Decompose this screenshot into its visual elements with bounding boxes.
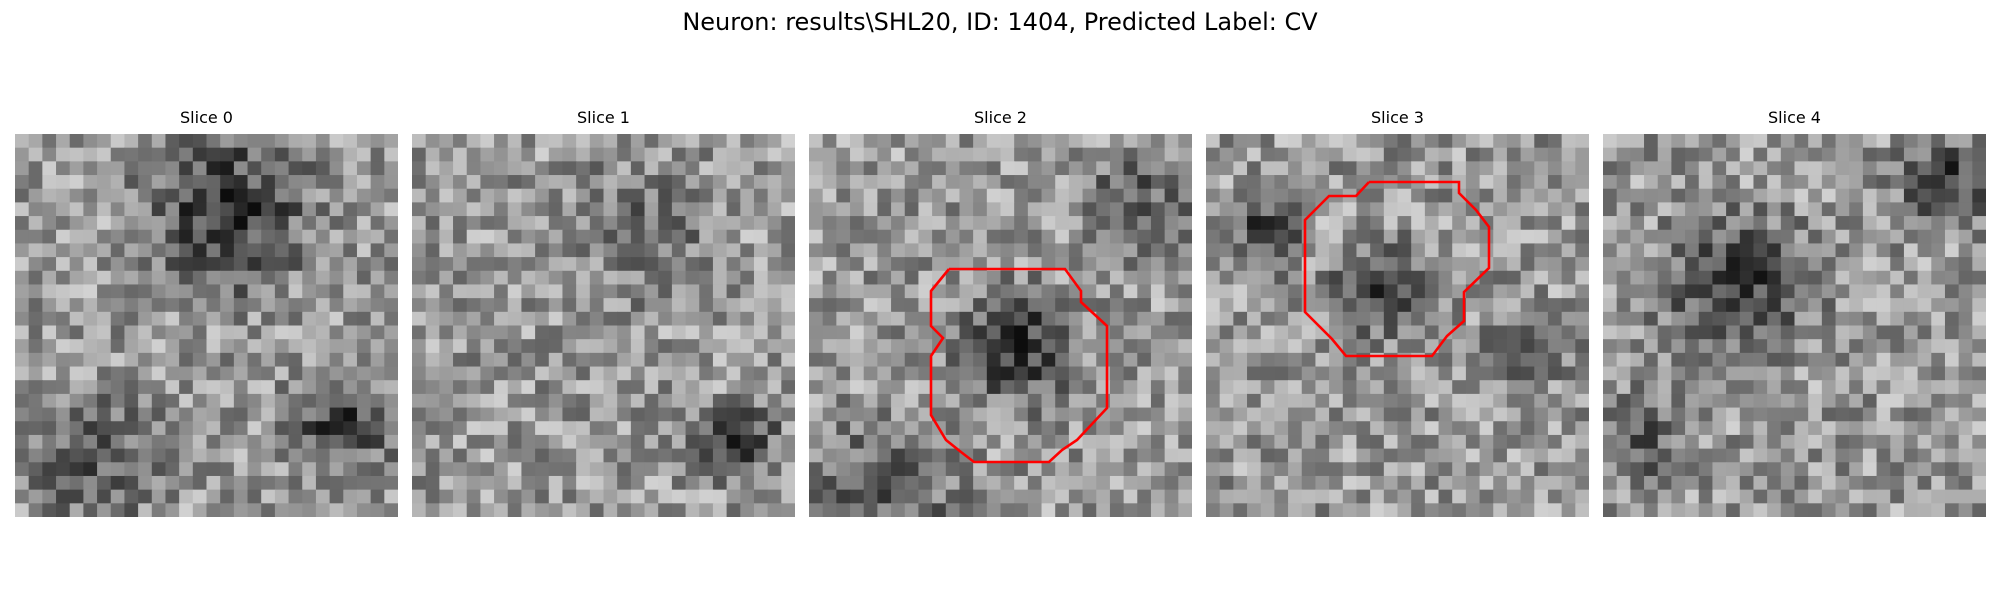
slice-panel: Slice 0 [15, 108, 398, 517]
slice-panel: Slice 2 [809, 108, 1192, 517]
slice-image [1603, 134, 1986, 517]
slice-panel: Slice 1 [412, 108, 795, 517]
slice-panel: Slice 4 [1603, 108, 1986, 517]
slice-image [809, 134, 1192, 517]
slice-title: Slice 1 [577, 108, 630, 127]
roi-contour [1303, 180, 1491, 358]
slice-image [412, 134, 795, 517]
slice-title: Slice 4 [1768, 108, 1821, 127]
slice-title: Slice 3 [1371, 108, 1424, 127]
slice-title: Slice 2 [974, 108, 1027, 127]
slice-title: Slice 0 [180, 108, 233, 127]
figure-title: Neuron: results\SHL20, ID: 1404, Predict… [682, 8, 1318, 36]
slice-image [1206, 134, 1589, 517]
slice-image [15, 134, 398, 517]
slice-panel: Slice 3 [1206, 108, 1589, 517]
roi-contour [929, 267, 1109, 464]
